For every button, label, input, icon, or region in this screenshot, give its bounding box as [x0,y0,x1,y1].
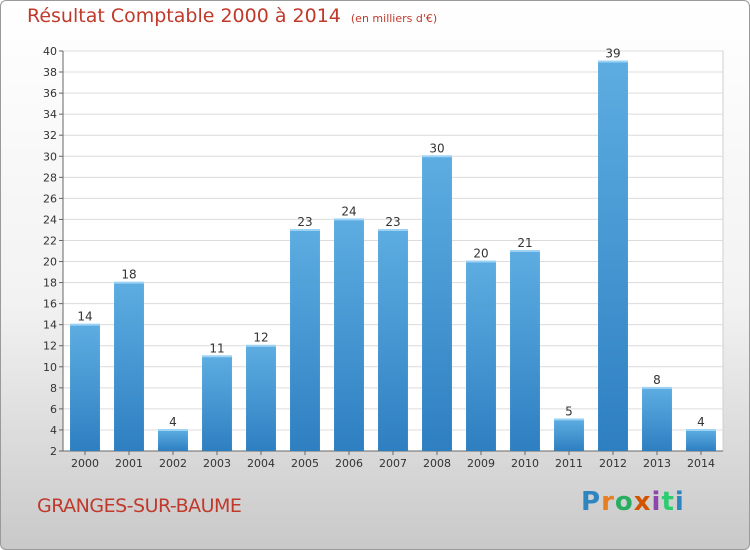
x-tick-label: 2014 [687,457,715,470]
x-tick-label: 2003 [203,457,231,470]
y-tick-label: 22 [43,234,57,247]
logo-letter: P [581,487,602,517]
data-label: 30 [429,141,444,155]
bar [466,261,496,451]
x-tick-label: 2004 [247,457,275,470]
x-tick-label: 2006 [335,457,363,470]
y-tick-label: 10 [43,361,57,374]
bar [70,324,100,451]
y-tick-label: 4 [50,424,57,437]
y-tick-label: 8 [50,382,57,395]
logo-letter: r [601,487,615,517]
logo-letter: i [674,487,685,517]
x-tick-label: 2002 [159,457,187,470]
data-label: 20 [473,247,488,261]
y-tick-label: 14 [43,319,57,332]
bar [246,345,276,451]
bar [290,229,320,451]
bar [202,356,232,451]
logo-letter: t [661,487,675,517]
y-tick-label: 36 [43,87,57,100]
y-tick-label: 2 [50,445,57,458]
y-tick-label: 40 [43,45,57,58]
data-label: 24 [341,204,356,218]
x-tick-label: 2000 [71,457,99,470]
bar [686,429,716,451]
data-label: 8 [653,373,661,387]
logo-letter: o [614,487,634,517]
bar [510,251,540,451]
x-tick-label: 2013 [643,457,671,470]
y-tick-label: 20 [43,256,57,269]
commune-name: GRANGES-SUR-BAUME [37,495,242,517]
y-tick-label: 24 [43,213,57,226]
data-label: 14 [77,310,92,324]
data-label: 21 [517,236,532,250]
y-tick-label: 30 [43,150,57,163]
data-label: 4 [169,415,177,429]
bar [554,419,584,451]
logo-letter: x [633,487,652,517]
y-tick-label: 28 [43,171,57,184]
x-tick-label: 2005 [291,457,319,470]
chart-title: Résultat Comptable 2000 à 2014 (en millie… [27,5,437,27]
bar [114,282,144,451]
y-tick-label: 6 [50,403,57,416]
y-tick-label: 12 [43,340,57,353]
bar [334,219,364,451]
y-tick-label: 34 [43,108,57,121]
bar [422,156,452,451]
x-tick-label: 2011 [555,457,583,470]
y-tick-label: 26 [43,192,57,205]
data-label: 23 [297,215,312,229]
x-tick-label: 2010 [511,457,539,470]
proxiti-logo: Proxiti [581,487,685,517]
title-text: Résultat Comptable 2000 à 2014 [27,5,341,27]
data-label: 39 [605,47,620,61]
y-tick-label: 16 [43,298,57,311]
bar [642,387,672,451]
logo-letter: i [651,487,662,517]
y-tick-label: 38 [43,66,57,79]
y-tick-label: 32 [43,129,57,142]
data-label: 18 [121,268,136,282]
x-tick-label: 2001 [115,457,143,470]
x-tick-label: 2008 [423,457,451,470]
unit-note: (en milliers d'€) [350,12,438,25]
x-tick-label: 2009 [467,457,495,470]
data-label: 4 [697,415,705,429]
y-tick-label: 18 [43,277,57,290]
bar [158,429,188,451]
data-label: 11 [209,341,224,355]
bar [598,61,628,452]
data-label: 23 [385,215,400,229]
data-label: 5 [565,404,573,418]
bar [378,229,408,451]
data-label: 12 [253,331,268,345]
x-tick-label: 2012 [599,457,627,470]
x-tick-label: 2007 [379,457,407,470]
